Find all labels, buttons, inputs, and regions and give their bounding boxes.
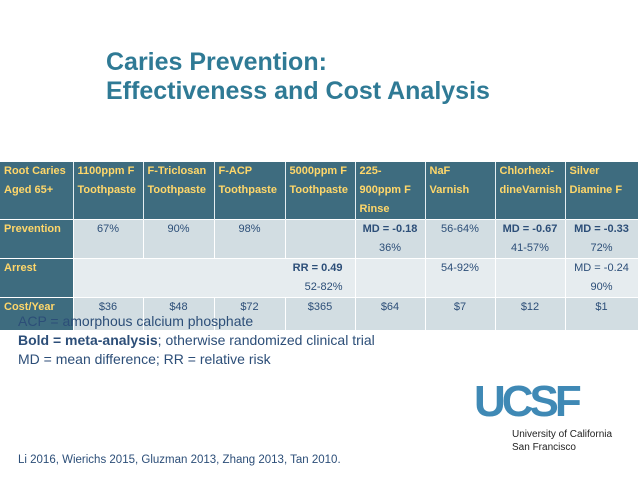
table-cell: 67% [73,219,144,259]
table-cell: RR = 0.49 52-82% [73,258,356,298]
header-chlorhexidine-varnish: Chlorhexi-dineVarnish [495,162,566,220]
cell-bold-value: MD = -0.18 [362,223,418,235]
cell-value: $72 [240,301,259,313]
cell-value: $48 [169,301,188,313]
note-acp: ACP = amorphous calcium phosphate [18,313,254,329]
logo-name-line-1: University of California [512,429,613,440]
note-bold-prefix: Bold = meta-analysis [18,332,158,348]
table-cell: MD = -0.33 72% [565,219,638,259]
cell-value: 41-57% [511,242,549,254]
cell-value: 67% [96,223,120,235]
row-label: Arrest [0,258,74,298]
slide-title: Caries Prevention: Effectiveness and Cos… [106,48,490,106]
cell-value: 90% [167,223,190,235]
cell-value: $12 [520,301,540,313]
table-cell [285,219,356,259]
logo-name: University of California San Francisco [512,428,612,454]
header-silver-diamine: Silver Diamine F [565,162,638,220]
cell-value: MD = -0.24 [574,262,629,274]
header-f-rinse: 225-900ppm F Rinse [355,162,426,220]
table-cell: MD = -0.24 90% [565,258,638,298]
cell-value: 72% [590,242,613,254]
table-cell: $12 [495,297,566,330]
references: Li 2016, Wierichs 2015, Gluzman 2013, Zh… [18,454,341,466]
table-cell [355,258,426,298]
cell-value: 36% [378,242,402,254]
table-cell: $72 [214,297,286,330]
table-cell [495,258,566,298]
header-root-caries: Root Caries Aged 65+ [0,162,74,220]
row-label: Cost/Year [0,297,74,330]
cell-value: $1 [595,301,608,313]
table-cell: MD = -0.18 36% [355,219,426,259]
note-bold: Bold = meta-analysis; otherwise randomiz… [18,331,375,350]
cell-bold-value: MD = -0.67 [502,223,558,235]
logo-name-line-2: San Francisco [512,442,576,453]
table-cell: 54-92% [425,258,496,298]
legend-notes: ACP = amorphous calcium phosphate Bold =… [18,312,375,369]
table-cell: MD = -0.67 41-57% [495,219,566,259]
header-5000ppm-toothpaste: 5000ppm F Toothpaste [285,162,356,220]
ucsf-logo: UCSF University of California San Franci… [474,380,614,460]
table-header-row: Root Caries Aged 65+ 1100ppm F Toothpast… [0,162,638,220]
comparison-table: Root Caries Aged 65+ 1100ppm F Toothpast… [0,162,638,330]
title-line-2: Effectiveness and Cost Analysis [106,77,490,105]
header-1100ppm-toothpaste: 1100ppm F Toothpaste [73,162,144,220]
header-f-acp: F-ACP Toothpaste [214,162,286,220]
cell-value: 98% [238,223,261,235]
table-cell: $48 [143,297,215,330]
header-naf-varnish: NaF Varnish [425,162,496,220]
title-line-1: Caries Prevention: [106,48,327,76]
table-cell: $36 [73,297,144,330]
note-bold-suffix: ; otherwise randomized clinical trial [157,332,375,348]
note-md-rr: MD = mean difference; RR = relative risk [18,351,271,367]
cell-value: $36 [98,301,118,313]
cell-value: 52-82% [304,281,343,293]
cell-value: $365 [307,301,333,313]
cell-value: $64 [380,301,400,313]
row-label: Prevention [0,219,74,259]
logo-mark: UCSF [474,377,582,426]
table-cell: $7 [425,297,496,330]
table-row-prevention: Prevention 67% 90% 98% MD = -0.18 36% 56-… [0,219,638,259]
cell-value: 56-64% [441,223,479,235]
table-cell: 98% [214,219,286,259]
table-cell: 90% [143,219,215,259]
cell-bold-value: MD = -0.33 [574,223,629,235]
cell-bold-value: RR = 0.49 [292,262,343,274]
table-row-arrest: Arrest RR = 0.49 52-82% 54-92% MD = -0.2… [0,258,638,298]
table-cell: $64 [355,297,426,330]
table-cell: $365 [285,297,356,330]
cell-value: $7 [453,301,467,313]
cell-value: 54-92% [441,262,479,274]
header-f-triclosan: F-Triclosan Toothpaste [143,162,215,220]
table-cell: $1 [565,297,638,330]
cell-value: 90% [590,281,613,293]
table-row-cost: Cost/Year $36 $48 $72 $365 $64 $7 $12 $1 [0,297,638,330]
table-cell: 56-64% [425,219,496,259]
